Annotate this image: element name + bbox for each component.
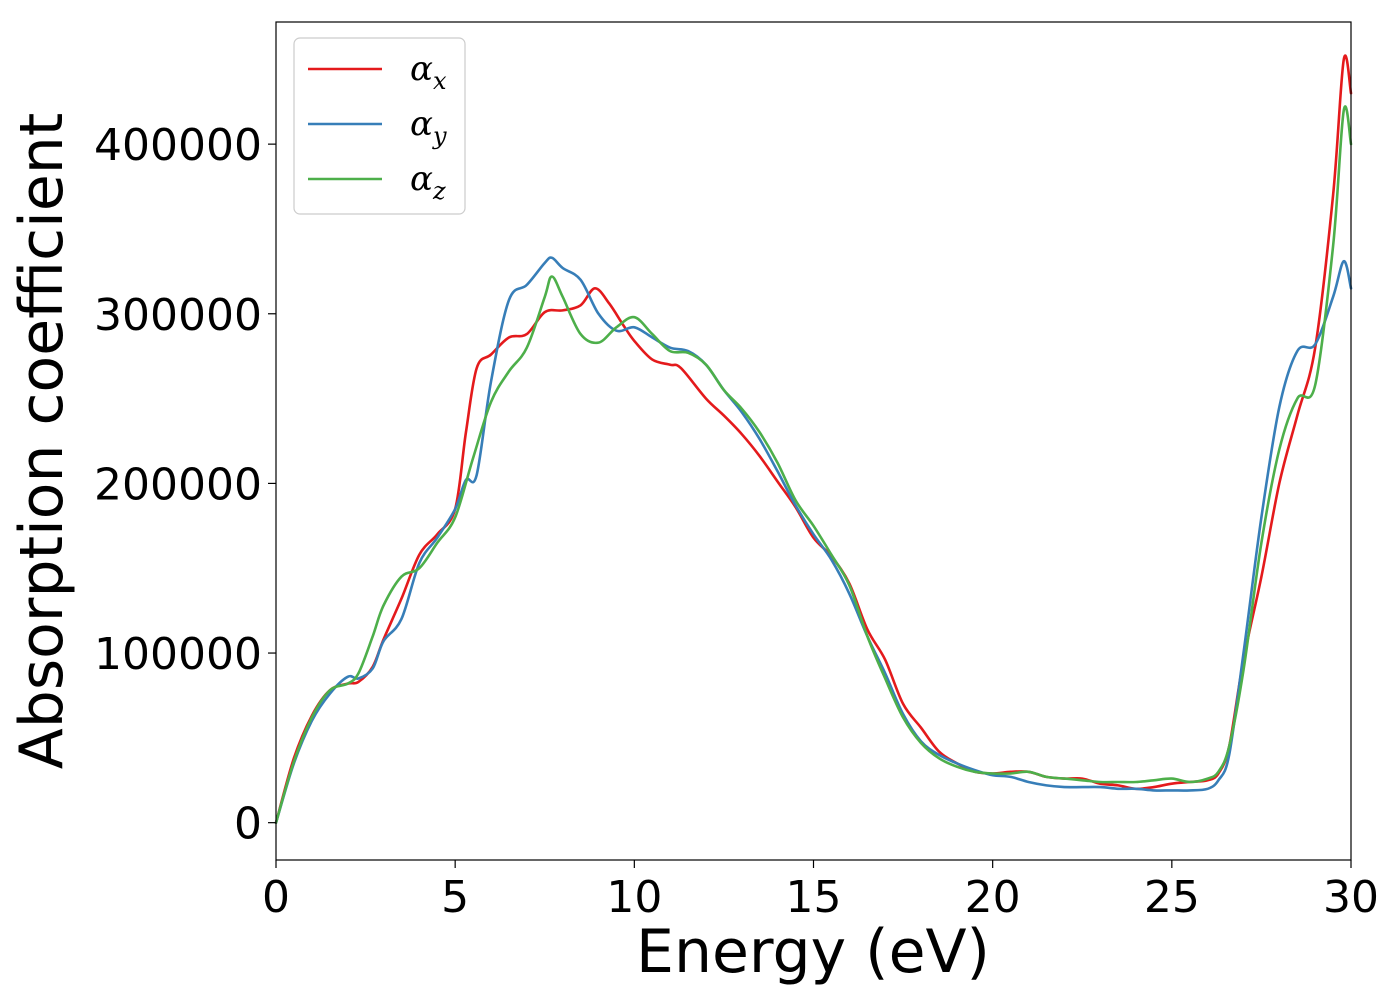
x-tick-label: 25 (1144, 872, 1200, 923)
y-axis: 0 100000 200000 300000 400000 (94, 120, 276, 850)
plot-lines (274, 54, 1353, 824)
x-tick-label: 20 (965, 872, 1021, 923)
y-tick-label: 0 (234, 799, 262, 850)
y-tick-label: 100000 (94, 629, 262, 680)
y-tick-label: 400000 (94, 120, 262, 171)
legend-label-alpha-x: αx (410, 49, 447, 95)
series-line-alpha-z (274, 105, 1353, 824)
y-tick-label: 300000 (94, 290, 262, 341)
x-tick-label: 0 (262, 872, 290, 923)
series-line-alpha-y (274, 256, 1353, 824)
x-tick-label: 15 (786, 872, 842, 923)
x-axis: 0 5 10 15 20 25 30 (262, 860, 1379, 923)
x-axis-label: Energy (eV) (636, 917, 990, 987)
legend-box (293, 37, 466, 215)
x-tick-label: 5 (441, 872, 469, 923)
y-tick-label: 200000 (94, 459, 262, 510)
x-tick-label: 30 (1323, 872, 1379, 923)
y-axis-label: Absorption coefficient (7, 113, 77, 770)
x-tick-label: 10 (606, 872, 662, 923)
